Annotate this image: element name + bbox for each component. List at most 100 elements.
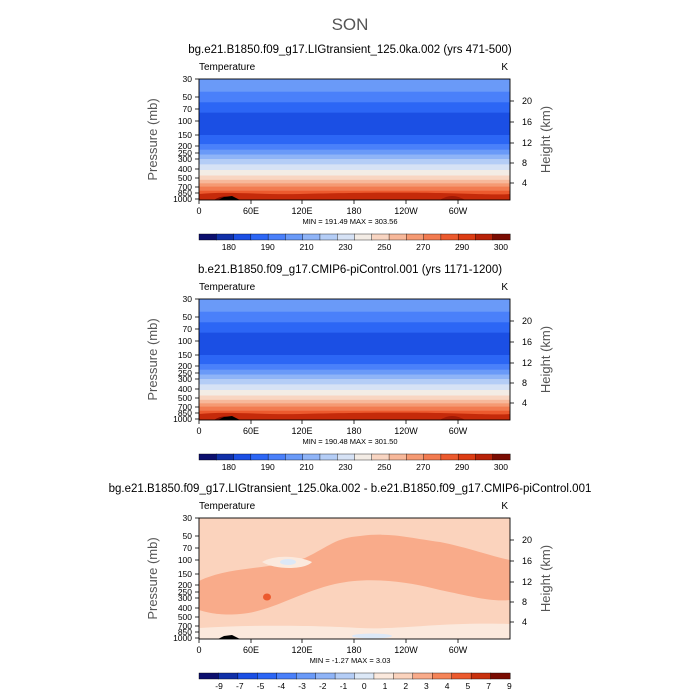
contour-band xyxy=(199,384,510,391)
colorbar-swatch xyxy=(406,233,425,241)
plot-area xyxy=(199,299,510,420)
colorbar-label: -3 xyxy=(298,681,306,691)
y2-tick-label: 16 xyxy=(522,117,532,127)
contour-band xyxy=(199,406,510,412)
y2-tick-label: 12 xyxy=(522,358,532,368)
colorbar-label: 190 xyxy=(261,242,275,252)
near-surface-region xyxy=(199,623,510,639)
contour-band xyxy=(199,332,510,356)
y-tick-label: 700 xyxy=(178,182,192,192)
contour-band xyxy=(199,364,510,371)
colorbar-label: 300 xyxy=(494,242,508,252)
warm-region xyxy=(440,196,465,200)
y-tick-label: 150 xyxy=(178,130,192,140)
x-tick-label: 120W xyxy=(394,206,418,216)
y-tick-label: 30 xyxy=(183,294,193,304)
colorbar-swatch xyxy=(257,672,278,680)
y-tick-label: 150 xyxy=(178,350,192,360)
colorbar-swatch xyxy=(285,453,304,461)
colorbar: 180 190 210 230 250 270 290 300 xyxy=(198,453,511,472)
x-tick-label: 60W xyxy=(449,426,468,436)
y-tick-label: 250 xyxy=(178,368,192,378)
y2-tick-label: 16 xyxy=(522,337,532,347)
colorbar-swatch xyxy=(285,233,304,241)
contour-band xyxy=(199,374,510,380)
contour-band xyxy=(199,311,510,323)
contour-band xyxy=(199,164,510,171)
x-tick-label: 60W xyxy=(449,206,468,216)
y-tick-label: 500 xyxy=(178,612,192,622)
y2-tick-label: 16 xyxy=(522,556,532,566)
contour-band xyxy=(199,102,510,114)
y-tick-label: 500 xyxy=(178,173,192,183)
panel-title: bg.e21.B1850.f09_g17.LIGtransient_125.0k… xyxy=(188,44,512,56)
x-tick-label: 120W xyxy=(394,426,418,436)
y-tick-label: 1000 xyxy=(173,194,192,204)
colorbar-label: 250 xyxy=(377,242,391,252)
y-tick-label: 300 xyxy=(178,593,192,603)
colorbar-label: 4 xyxy=(445,681,450,691)
colorbar-swatch xyxy=(475,453,494,461)
y2-axis-title: Height (km) xyxy=(538,545,553,612)
contour-band xyxy=(199,322,510,334)
y-tick-label: 200 xyxy=(178,580,192,590)
contour-band xyxy=(199,389,510,397)
colorbar-swatch xyxy=(423,453,442,461)
panel-title: bg.e21.B1850.f09_g17.LIGtransient_125.0k… xyxy=(109,483,592,495)
contour-band xyxy=(199,159,510,165)
colorbar-label: 210 xyxy=(299,462,313,472)
x-tick-label: 0 xyxy=(196,426,201,436)
surface-band xyxy=(199,192,510,200)
colorbar-label: -2 xyxy=(319,681,327,691)
colorbar-label: 1 xyxy=(383,681,388,691)
surface-band xyxy=(199,412,510,420)
colorbar-swatch xyxy=(451,672,472,680)
y-tick-label: 200 xyxy=(178,141,192,151)
y-axis-title: Pressure (mb) xyxy=(145,318,160,400)
contour-band xyxy=(199,112,510,136)
colorbar-swatch xyxy=(319,453,338,461)
colorbar-swatch xyxy=(373,672,394,680)
min-max-stats: MIN = 190.48 MAX = 301.50 xyxy=(302,437,397,446)
contour-band xyxy=(199,135,510,145)
panel-title: b.e21.B1850.f09_g17.CMIP6-piControl.001 … xyxy=(198,264,502,276)
x-tick-label: 60E xyxy=(243,206,259,216)
contour-band xyxy=(199,379,510,385)
colorbar-label: 270 xyxy=(416,242,430,252)
y-tick-label: 50 xyxy=(183,92,193,102)
contour-band xyxy=(199,183,510,188)
y2-tick-label: 20 xyxy=(522,535,532,545)
colorbar-label: 230 xyxy=(338,242,352,252)
y2-axis-title: Height (km) xyxy=(538,106,553,173)
colorbar-swatch xyxy=(319,233,338,241)
topography xyxy=(218,416,240,420)
colorbar-swatch xyxy=(492,233,511,241)
colorbar-label: 7 xyxy=(486,681,491,691)
chart-panel-2: b.e21.B1850.f09_g17.CMIP6-piControl.001 … xyxy=(145,264,553,472)
contour-band xyxy=(199,91,510,103)
contour-band xyxy=(199,79,510,93)
colorbar-label: 290 xyxy=(455,242,469,252)
y-tick-label: 70 xyxy=(183,104,193,114)
y-tick-label: 250 xyxy=(178,148,192,158)
chart-panel-3: bg.e21.B1850.f09_g17.LIGtransient_125.0k… xyxy=(109,483,592,691)
colorbar-label: 180 xyxy=(222,462,236,472)
colorbar-label: 0 xyxy=(362,681,367,691)
colorbar-swatch xyxy=(250,453,269,461)
x-tick-label: 60W xyxy=(449,645,468,655)
colorbar-label: 180 xyxy=(222,242,236,252)
variable-label: Temperature xyxy=(199,282,256,293)
colorbar-label: 5 xyxy=(466,681,471,691)
y2-tick-label: 4 xyxy=(522,398,527,408)
y-tick-label: 100 xyxy=(178,555,192,565)
contour-band xyxy=(199,395,510,401)
colorbar-label: 210 xyxy=(299,242,313,252)
y-tick-label: 850 xyxy=(178,627,192,637)
season-title: SON xyxy=(332,15,369,34)
x-tick-label: 120E xyxy=(291,645,312,655)
y-tick-label: 400 xyxy=(178,603,192,613)
colorbar-swatch xyxy=(302,453,321,461)
y2-tick-label: 12 xyxy=(522,577,532,587)
colorbar: -9 -7 -5 -4 -3 -2 -1 0 1 2 3 4 5 7 9 xyxy=(198,672,512,691)
